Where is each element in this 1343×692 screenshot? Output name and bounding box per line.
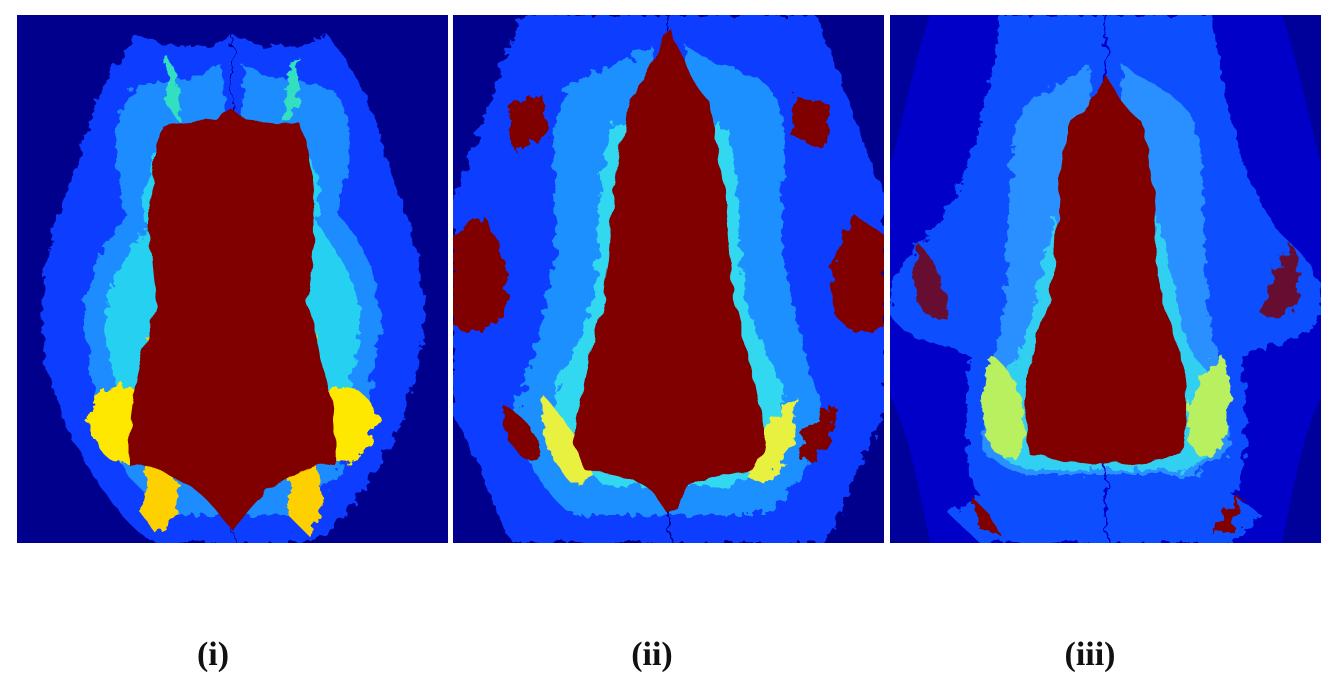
panel-label: (ii) <box>631 636 673 673</box>
panel-label: (i) <box>197 636 229 673</box>
panel-image <box>17 15 448 543</box>
panel-image <box>890 15 1321 543</box>
panel-image <box>453 15 884 543</box>
panel-label: (iii) <box>1065 636 1116 673</box>
